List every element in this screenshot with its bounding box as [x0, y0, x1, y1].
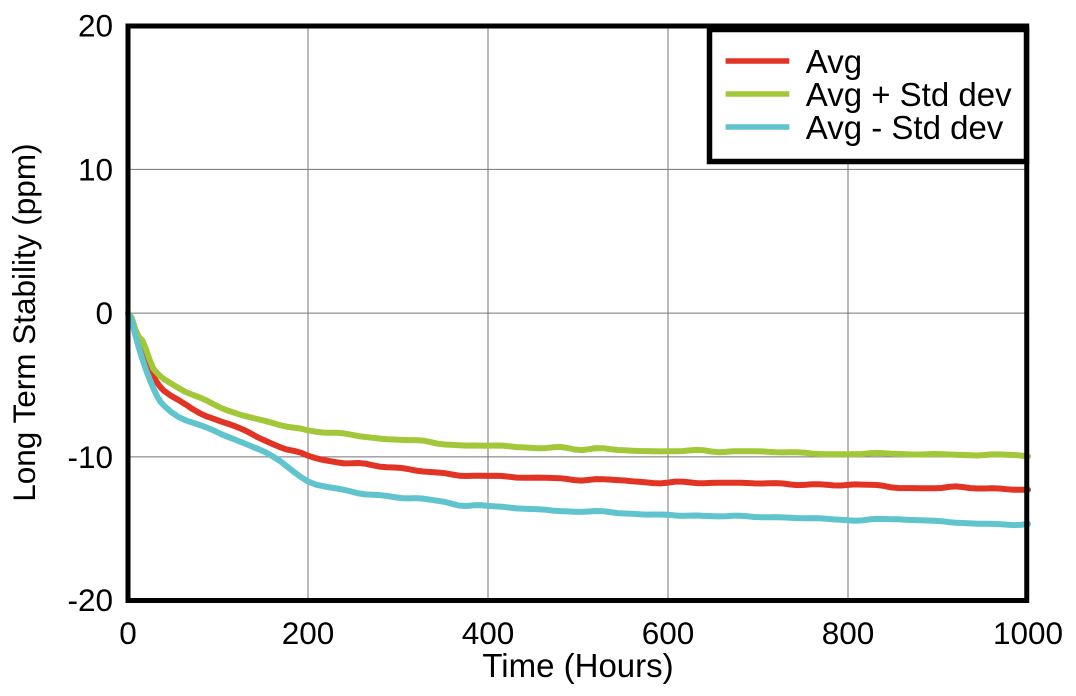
svg-text:10: 10: [78, 151, 113, 187]
svg-text:0: 0: [119, 615, 137, 651]
svg-text:200: 200: [282, 615, 335, 651]
svg-text:1000: 1000: [993, 615, 1063, 651]
svg-text:Avg: Avg: [806, 43, 862, 80]
svg-text:-10: -10: [67, 439, 113, 475]
svg-text:600: 600: [642, 615, 695, 651]
svg-text:0: 0: [95, 295, 113, 331]
svg-text:800: 800: [822, 615, 875, 651]
svg-text:400: 400: [462, 615, 515, 651]
svg-text:20: 20: [78, 7, 113, 43]
svg-text:Time (Hours): Time (Hours): [482, 647, 673, 684]
svg-text:Long Term Stability (ppm): Long Term Stability (ppm): [6, 143, 42, 501]
svg-text:-20: -20: [67, 582, 113, 618]
svg-text:Avg + Std dev: Avg + Std dev: [806, 76, 1012, 113]
svg-text:Avg - Std dev: Avg - Std dev: [806, 109, 1004, 146]
